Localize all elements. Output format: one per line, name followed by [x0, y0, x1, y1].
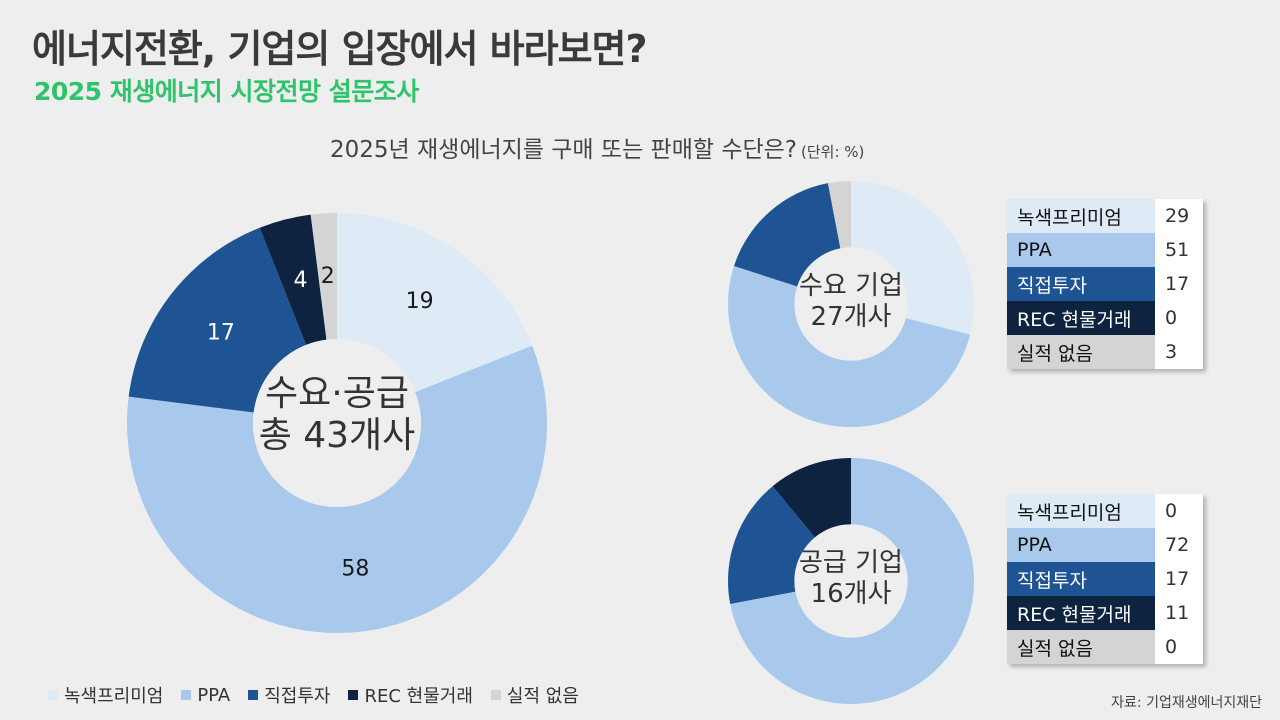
table-category-label: PPA [1007, 528, 1155, 562]
supply-center-line2: 16개사 [810, 578, 892, 609]
donut-value-label: 2 [321, 264, 335, 289]
table-category-label: REC 현물거래 [1007, 596, 1155, 630]
demand-value-table: 녹색프리미엄 29 PPA 51 직접투자 17 REC 현물거래 0 실적 없음 3 [1007, 199, 1203, 369]
chart-question: 2025년 재생에너지를 구매 또는 판매할 수단은? (단위: %) [330, 130, 864, 164]
table-value: 29 [1155, 199, 1203, 233]
table-value: 17 [1155, 267, 1203, 301]
donut-slice-5 [827, 181, 851, 249]
legend-label: 직접투자 [264, 686, 331, 707]
donut-value-label: 4 [293, 268, 307, 293]
page-title: 에너지전환, 기업의 입장에서 바라보면? [32, 27, 648, 71]
table-row: PPA 51 [1007, 233, 1203, 267]
legend-item: 실적 없음 [490, 682, 579, 708]
legend-swatch [490, 690, 501, 700]
supply-center-line1: 공급 기업 [799, 548, 903, 578]
question-unit: (단위: %) [801, 143, 865, 161]
demand-donut-center-label: 수요 기업 27개사 [776, 271, 926, 332]
table-row: 직접투자 17 [1007, 562, 1203, 596]
table-row: 녹색프리미엄 0 [1007, 494, 1203, 528]
donut-value-label: 58 [341, 556, 369, 581]
table-category-label: 녹색프리미엄 [1007, 199, 1155, 233]
legend-label: REC 현물거래 [364, 686, 473, 707]
demand-center-line2: 27개사 [810, 301, 892, 332]
table-value: 51 [1155, 233, 1203, 267]
donut-hole [794, 247, 908, 361]
legend-label: PPA [197, 684, 231, 706]
donut-slice-4 [259, 214, 327, 345]
table-category-label: 실적 없음 [1007, 335, 1155, 369]
table-value: 0 [1155, 494, 1203, 528]
legend-label: 실적 없음 [506, 686, 579, 707]
table-row: REC 현물거래 0 [1007, 301, 1203, 335]
legend-item: PPA [181, 685, 230, 706]
donut-slice-2 [127, 345, 548, 633]
table-category-label: REC 현물거래 [1007, 301, 1155, 335]
legend-swatch [248, 690, 259, 700]
main-center-line1: 수요·공급 [265, 373, 409, 414]
table-row: 직접투자 17 [1007, 267, 1203, 301]
table-value: 0 [1155, 630, 1203, 664]
legend-item: 녹색프리미엄 [48, 682, 163, 708]
table-row: 실적 없음 0 [1007, 630, 1203, 664]
donut-slice-4 [772, 458, 851, 538]
source-note: 자료: 기업재생에너지재단 [1111, 695, 1262, 711]
table-row: 실적 없음 3 [1007, 335, 1203, 369]
chart-legend: 녹색프리미엄 PPA 직접투자 REC 현물거래 실적 없음 [48, 682, 597, 708]
supply-value-table: 녹색프리미엄 0 PPA 72 직접투자 17 REC 현물거래 11 실적 없음 0 [1007, 494, 1203, 664]
donut-hole [253, 339, 421, 507]
donut-slice-2 [727, 265, 971, 428]
table-row: PPA 72 [1007, 528, 1203, 562]
donut-slice-3 [728, 486, 815, 605]
donut-slice-5 [310, 213, 337, 340]
table-category-label: 녹색프리미엄 [1007, 494, 1155, 528]
demand-center-line1: 수요 기업 [799, 271, 903, 301]
main-center-line2: 총 43개사 [258, 415, 416, 457]
question-text: 2025년 재생에너지를 구매 또는 판매할 수단은? [330, 137, 798, 163]
legend-item: REC 현물거래 [348, 682, 473, 708]
donut-slice-2 [730, 458, 974, 704]
donut-hole [794, 524, 908, 638]
table-value: 17 [1155, 562, 1203, 596]
table-category-label: 직접투자 [1007, 562, 1155, 596]
table-category-label: 직접투자 [1007, 267, 1155, 301]
donut-slice-1 [851, 181, 974, 335]
table-row: 녹색프리미엄 29 [1007, 199, 1203, 233]
table-category-label: PPA [1007, 233, 1155, 267]
demand-donut-chart [727, 181, 974, 428]
main-donut-center-label: 수요·공급 총 43개사 [227, 373, 447, 458]
main-donut-chart: 19 58 17 4 2 [127, 213, 548, 633]
table-value: 11 [1155, 596, 1203, 630]
donut-slice-3 [128, 227, 307, 413]
supply-donut-chart [728, 458, 974, 704]
legend-swatch [48, 690, 58, 700]
table-category-label: 실적 없음 [1007, 630, 1155, 664]
donut-value-label: 17 [207, 320, 235, 345]
donut-slice-1 [337, 213, 533, 393]
legend-swatch [181, 690, 192, 700]
table-value: 0 [1155, 301, 1203, 335]
legend-label: 녹색프리미엄 [64, 686, 164, 707]
supply-donut-center-label: 공급 기업 16개사 [776, 548, 926, 609]
legend-swatch [348, 690, 359, 700]
donut-value-label: 19 [406, 289, 434, 314]
table-row: REC 현물거래 11 [1007, 596, 1203, 630]
page-subtitle: 2025 재생에너지 시장전망 설문조사 [34, 77, 419, 106]
table-value: 72 [1155, 528, 1203, 562]
legend-item: 직접투자 [248, 682, 330, 708]
donut-slice-3 [734, 183, 841, 287]
table-value: 3 [1155, 335, 1203, 369]
